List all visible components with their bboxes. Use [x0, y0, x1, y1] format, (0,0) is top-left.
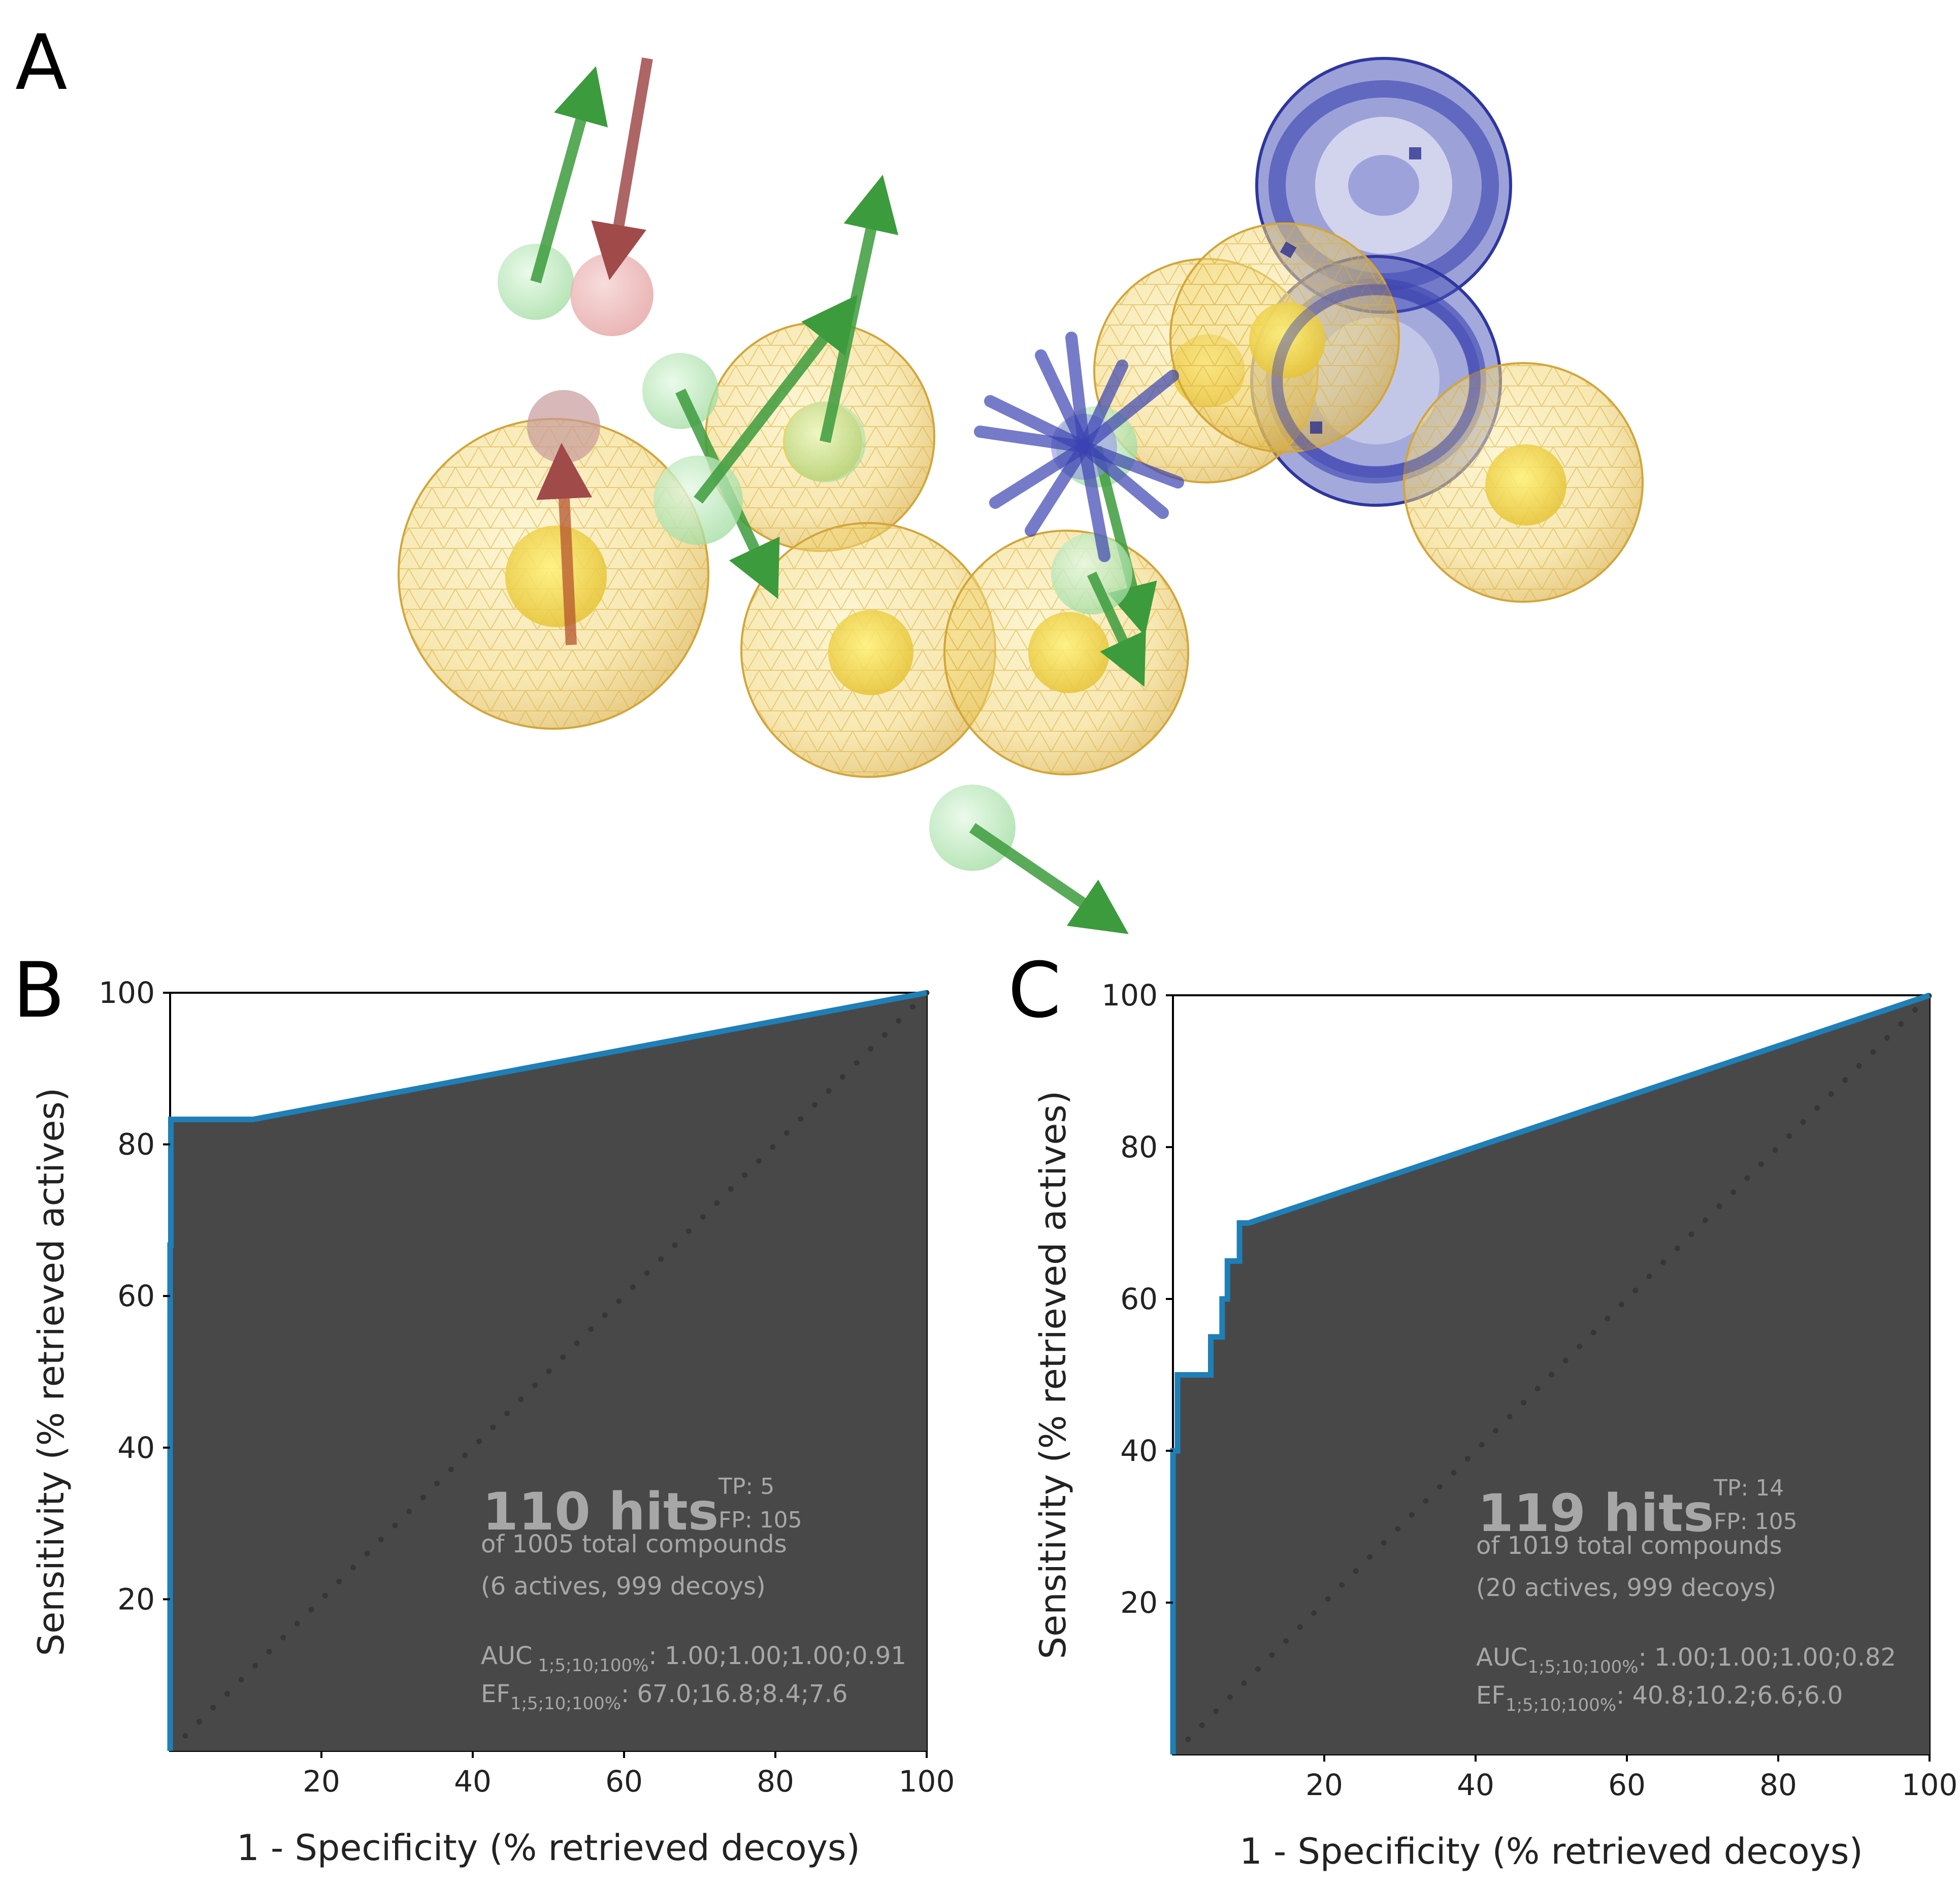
x-tick-label: 60 [1608, 1768, 1646, 1802]
y-tick-label: 80 [1120, 1130, 1158, 1164]
hydrophobic-feature-6 [1169, 222, 1400, 453]
false-positives: FP: 105 [1714, 1509, 1798, 1535]
auc-label: AUC [1476, 1643, 1527, 1672]
pharmacophore-model [398, 57, 1644, 934]
x-tick-label: 40 [454, 1764, 492, 1799]
ef-subscript: 1;5;10;100% [510, 1694, 621, 1714]
auc-subscript: 1;5;10;100% [1527, 1657, 1638, 1677]
roc-chart-b: 20 40 60 80 100 20 40 60 80 100 1 - Specificity (%… [30, 975, 955, 1869]
hbond-donor-feature-7 [929, 785, 1129, 934]
y-tick-label: 100 [1101, 978, 1158, 1013]
x-tick-label: 80 [1759, 1768, 1797, 1802]
roc-chart-c: 20 40 60 80 100 20 40 60 80 100 1 - Specificity (%… [1032, 978, 1957, 1872]
y-tick-label: 60 [117, 1279, 155, 1313]
y-tick-label: 80 [117, 1127, 155, 1162]
ef-values: : 67.0;16.8;8.4;7.6 [621, 1680, 847, 1708]
x-tick-label: 100 [899, 1764, 955, 1799]
x-tick-label: 40 [1457, 1768, 1494, 1802]
hbond-donor-feature-1 [498, 66, 608, 320]
hbond-acceptor-feature-2 [527, 390, 600, 645]
auc-metrics: AUC1;5;10;100%: 1.00;1.00;1.00;0.82 [1476, 1643, 1896, 1677]
x-axis-label: 1 - Specificity (% retrieved decoys) [237, 1827, 860, 1869]
x-tick-label: 80 [757, 1764, 794, 1799]
auc-values: : 1.00;1.00;1.00;0.82 [1639, 1643, 1896, 1672]
y-tick-label: 60 [1120, 1282, 1158, 1316]
hydrophobic-feature-7 [1403, 362, 1644, 603]
ef-label: EF [1476, 1681, 1506, 1710]
x-tick-label: 60 [605, 1764, 643, 1799]
panel-label-a: A [15, 19, 68, 107]
ef-metrics: EF1;5;10;100%: 40.8;10.2;6.6;6.0 [1476, 1681, 1843, 1715]
auc-label: AUC [481, 1642, 532, 1670]
ef-subscript: 1;5;10;100% [1506, 1695, 1616, 1715]
false-positives: FP: 105 [718, 1507, 802, 1533]
library-composition: (20 actives, 999 decoys) [1476, 1574, 1776, 1602]
ef-metrics: EF1;5;10;100%: 67.0;16.8;8.4;7.6 [481, 1680, 847, 1714]
total-compounds: of 1005 total compounds [481, 1530, 787, 1558]
roc-curve [1170, 992, 1931, 1754]
x-tick-label: 100 [1902, 1768, 1958, 1802]
hydrophobic-feature-3 [740, 522, 996, 778]
ef-label: EF [481, 1680, 510, 1708]
hbond-donor-feature-6 [1051, 533, 1146, 687]
ef-values: : 40.8;10.2;6.6;6.0 [1616, 1681, 1843, 1710]
total-compounds: of 1019 total compounds [1476, 1532, 1782, 1560]
panel-label-c: C [1008, 947, 1061, 1035]
library-composition: (6 actives, 999 decoys) [481, 1572, 766, 1601]
true-positives: TP: 5 [718, 1474, 774, 1500]
auc-values: : 1.00;1.00;1.00;0.91 [648, 1642, 906, 1670]
y-tick-label: 40 [1120, 1434, 1158, 1468]
hbond-donor-feature-4 [785, 174, 899, 482]
roc-curve [167, 990, 928, 1751]
y-tick-label: 100 [99, 975, 155, 1010]
x-tick-label: 20 [1305, 1768, 1343, 1802]
y-axis-label: Sensitivity (% retrieved actives) [1032, 1091, 1074, 1659]
auc-subscript: 1;5;10;100% [532, 1655, 648, 1676]
hydrophobic-feature-1 [398, 418, 709, 730]
y-axis-label: Sensitivity (% retrieved actives) [30, 1088, 72, 1656]
hbond-donor-feature-3 [654, 295, 858, 545]
hits-count: 119 hits [1478, 1483, 1714, 1544]
ionizable-feature [974, 332, 1184, 562]
hits-count: 110 hits [482, 1482, 718, 1542]
x-axis-label: 1 - Specificity (% retrieved decoys) [1239, 1831, 1863, 1872]
true-positives: TP: 14 [1713, 1475, 1784, 1501]
y-tick-label: 40 [117, 1430, 155, 1465]
hbond-acceptor-feature-1 [570, 57, 654, 336]
auc-metrics: AUC 1;5;10;100%: 1.00;1.00;1.00;0.91 [481, 1642, 906, 1676]
y-tick-label: 20 [1120, 1585, 1158, 1620]
y-tick-label: 20 [117, 1582, 155, 1616]
panel-label-b: B [13, 947, 65, 1035]
x-tick-label: 20 [303, 1764, 340, 1799]
